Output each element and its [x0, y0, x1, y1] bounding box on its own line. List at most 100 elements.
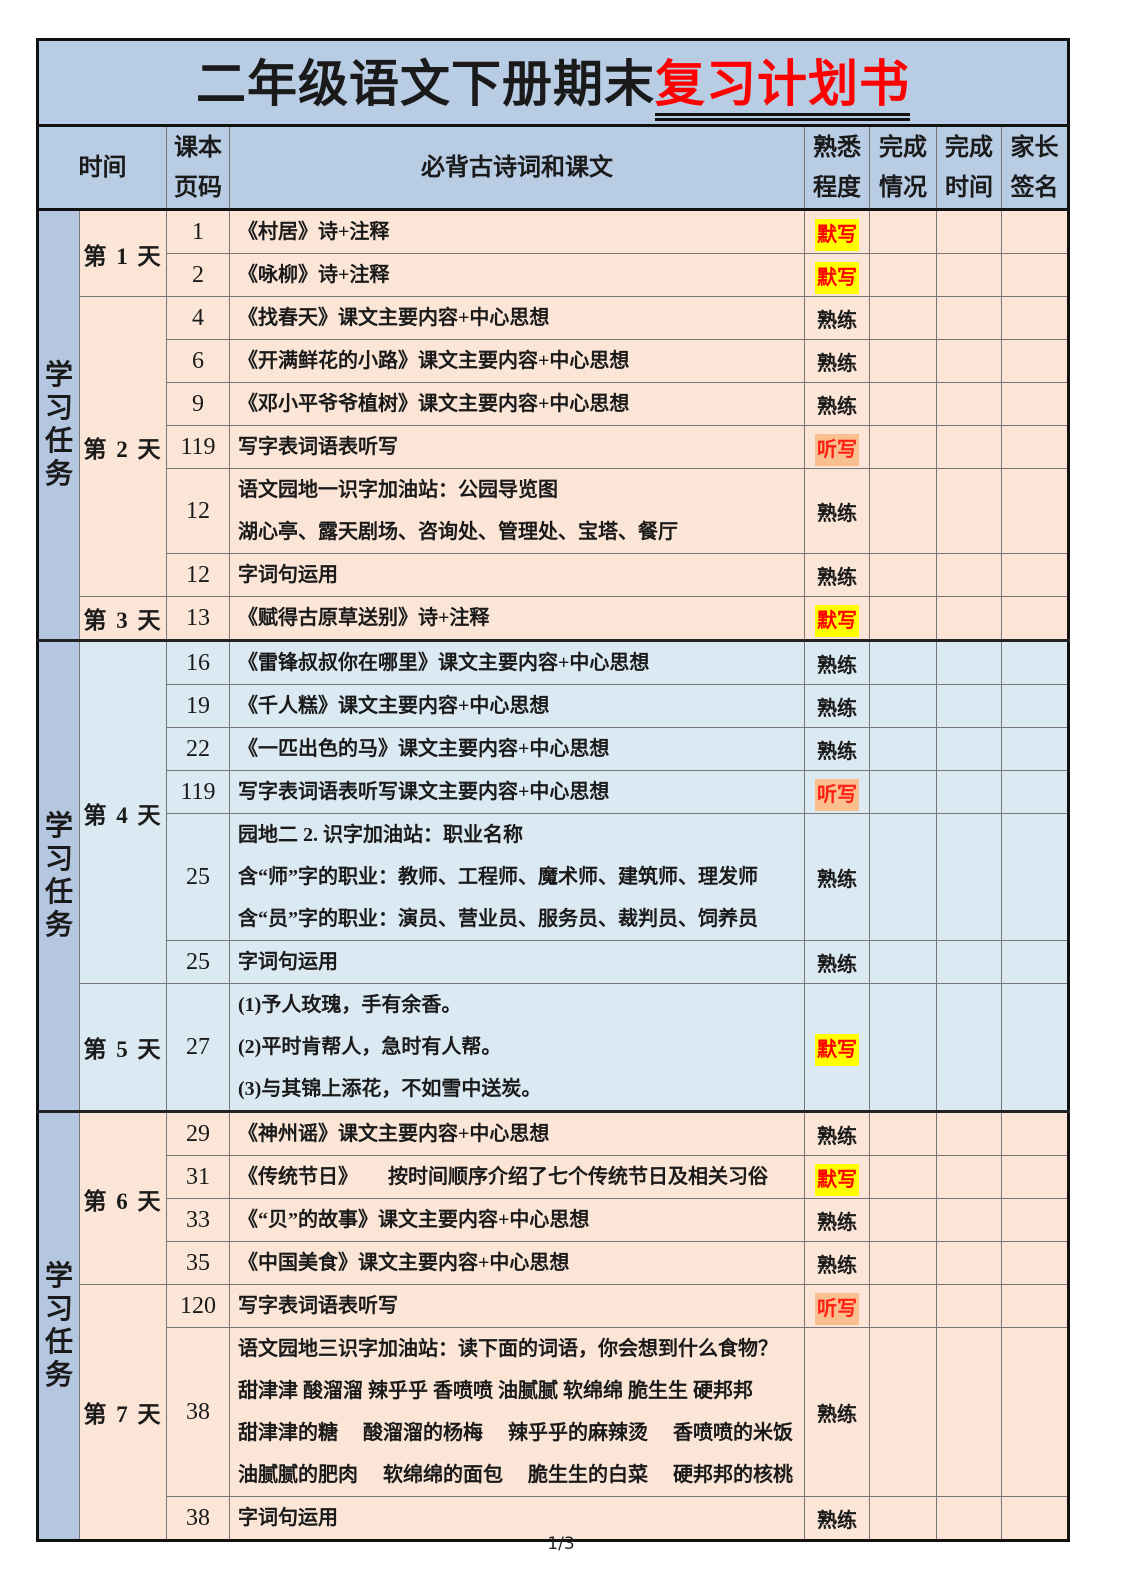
content-line: 甜津津的糖 酸溜溜的杨梅 辣乎乎的麻辣烫 香喷喷的米饭 — [238, 1422, 793, 1444]
signature-cell — [1001, 727, 1069, 771]
content-line: 语文园地三识字加油站：读下面的词语，你会想到什么食物？ — [238, 1338, 778, 1360]
plan-row: 第 2 天 4 《找春天》课文主要内容+中心思想 熟练 — [38, 296, 1069, 597]
content-line: 园地二 2. 识字加油站：职业名称 — [238, 824, 523, 846]
completion-cell — [869, 468, 937, 554]
finish-time-cell — [936, 1241, 1002, 1285]
completion-cell — [869, 684, 937, 728]
page-number-cell: 120 — [166, 1284, 230, 1328]
completion-cell — [869, 940, 937, 984]
content-line: (2)平时肯帮人，急时有人帮。 — [238, 1036, 502, 1058]
familiarity-cell: 默写 — [804, 208, 870, 254]
title-red-part: 复习计划书 — [655, 58, 910, 122]
content-cell: 《一匹出色的马》课文主要内容+中心思想 — [229, 727, 805, 771]
completion-cell — [869, 553, 937, 597]
familiarity-cell: 熟练 — [804, 553, 870, 597]
content-cell: 《中国美食》课文主要内容+中心思想 — [229, 1241, 805, 1285]
plan-row: 25 园地二 2. 识字加油站：职业名称 含“师”字的职业：教师、工程师、魔术师、建… — [38, 813, 1069, 941]
signature-cell — [1001, 253, 1069, 297]
finish-time-cell — [936, 468, 1002, 554]
completion-cell — [869, 639, 937, 685]
content-cell: 《邓小平爷爷植树》课文主要内容+中心思想 — [229, 382, 805, 426]
status-highlight: 熟练 — [817, 868, 857, 891]
content-line: (1)予人玫瑰，手有余香。 — [238, 994, 462, 1016]
plan-row: 31 《传统节日》 按时间顺序介绍了七个传统节日及相关习俗 默写 — [38, 1155, 1069, 1199]
signature-cell — [1001, 813, 1069, 941]
content-line: 《一匹出色的马》课文主要内容+中心思想 — [238, 738, 610, 760]
familiarity-cell: 听写 — [804, 1284, 870, 1328]
page-number-cell: 119 — [166, 425, 230, 469]
plan-row: 38 语文园地三识字加油站：读下面的词语，你会想到什么食物？ 甜津津 酸溜溜 辣乎乎… — [38, 1327, 1069, 1497]
status-highlight: 熟练 — [817, 502, 857, 525]
content-line: 写字表词语表听写课文主要内容+中心思想 — [238, 781, 610, 803]
signature-cell — [1001, 770, 1069, 814]
finish-time-cell — [936, 1110, 1002, 1156]
content-cell: 《赋得古原草送别》诗+注释 — [229, 596, 805, 641]
content-line: 油腻腻的肥肉 软绵绵的面包 脆生生的白菜 硬邦邦的核桃 — [238, 1464, 793, 1486]
familiarity-cell: 熟练 — [804, 1110, 870, 1156]
review-plan-table: 二年级语文下册期末复习计划书 时间 课本 页码 必背古诗词和课文 熟悉 程度 完… — [36, 38, 1070, 1542]
header-content: 必背古诗词和课文 — [229, 125, 805, 211]
content-line: 《找春天》课文主要内容+中心思想 — [238, 307, 550, 329]
header-parent-sign: 家长 签名 — [1001, 125, 1069, 211]
page-number-cell: 16 — [166, 639, 230, 685]
day-cell: 第 6 天 — [79, 1110, 167, 1285]
familiarity-cell: 熟练 — [804, 1198, 870, 1242]
status-highlight: 默写 — [815, 1163, 859, 1196]
page-number: 1/3 — [547, 1534, 575, 1554]
status-highlight: 熟练 — [817, 740, 857, 763]
side-label-study-tasks: 学习任务 — [37, 208, 80, 641]
side-label-text: 学习任务 — [44, 811, 73, 941]
finish-time-cell — [936, 208, 1002, 254]
day-cell: 第 5 天 — [79, 983, 167, 1112]
plan-row: 12 字词句运用 熟练 — [38, 553, 1069, 597]
completion-cell — [869, 813, 937, 941]
completion-cell — [869, 1155, 937, 1199]
status-highlight: 熟练 — [817, 309, 857, 332]
page-number-cell: 19 — [166, 684, 230, 728]
signature-cell — [1001, 1110, 1069, 1156]
familiarity-cell: 熟练 — [804, 468, 870, 554]
title-black-part: 二年级语文下册期末 — [196, 55, 655, 112]
signature-cell — [1001, 596, 1069, 641]
content-cell: 写字表词语表听写 — [229, 425, 805, 469]
familiarity-cell: 熟练 — [804, 1241, 870, 1285]
day-cell: 第 7 天 — [79, 1284, 167, 1541]
finish-time-cell — [936, 339, 1002, 383]
content-cell: 写字表词语表听写课文主要内容+中心思想 — [229, 770, 805, 814]
finish-time-cell — [936, 1496, 1002, 1541]
status-highlight: 熟练 — [817, 1211, 857, 1234]
plan-row: 第 7 天 120 写字表词语表听写 听写 — [38, 1284, 1069, 1541]
completion-cell — [869, 770, 937, 814]
content-line: 《雷锋叔叔你在哪里》课文主要内容+中心思想 — [238, 652, 650, 674]
page-number-cell: 9 — [166, 382, 230, 426]
content-line: 甜津津 酸溜溜 辣乎乎 香喷喷 油腻腻 软绵绵 脆生生 硬邦邦 — [238, 1380, 753, 1402]
page-number-cell: 22 — [166, 727, 230, 771]
plan-row: 33 《“贝”的故事》课文主要内容+中心思想 熟练 — [38, 1198, 1069, 1242]
content-cell: 《村居》诗+注释 — [229, 208, 805, 254]
finish-time-cell — [936, 1155, 1002, 1199]
content-line: 语文园地一识字加油站：公园导览图 — [238, 479, 558, 501]
plan-row: 25 字词句运用 熟练 — [38, 940, 1069, 984]
familiarity-cell: 熟练 — [804, 940, 870, 984]
page-number-cell: 13 — [166, 596, 230, 641]
day-cell: 第 1 天 — [79, 208, 167, 297]
content-line: (3)与其锦上添花，不如雪中送炭。 — [238, 1078, 542, 1100]
signature-cell — [1001, 639, 1069, 685]
signature-cell — [1001, 339, 1069, 383]
content-cell: 字词句运用 — [229, 553, 805, 597]
content-line: 字词句运用 — [238, 564, 338, 586]
plan-row: 学习任务第 4 天 16 《雷锋叔叔你在哪里》课文主要内容+中心思想 熟练 — [37, 639, 1069, 1112]
plan-row: 学习任务第 6 天 29 《神州谣》课文主要内容+中心思想 熟练 — [37, 1110, 1069, 1541]
signature-cell — [1001, 553, 1069, 597]
finish-time-cell — [936, 940, 1002, 984]
content-cell: 《开满鲜花的小路》课文主要内容+中心思想 — [229, 339, 805, 383]
familiarity-cell: 熟练 — [804, 813, 870, 941]
completion-cell — [869, 1327, 937, 1497]
day-cell: 第 2 天 — [79, 296, 167, 597]
status-highlight: 熟练 — [817, 697, 857, 720]
finish-time-cell — [936, 553, 1002, 597]
side-label-text: 学习任务 — [44, 360, 73, 490]
finish-time-cell — [936, 1284, 1002, 1328]
content-line: 字词句运用 — [238, 951, 338, 973]
page-number-cell: 119 — [166, 770, 230, 814]
